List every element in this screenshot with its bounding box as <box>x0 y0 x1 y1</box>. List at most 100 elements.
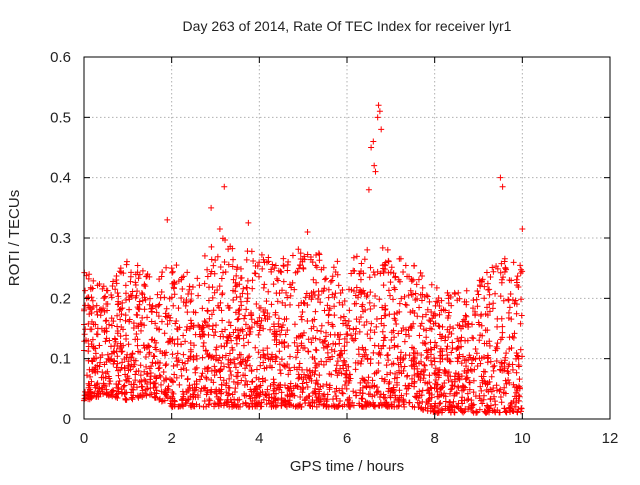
data-point <box>242 313 248 319</box>
data-point <box>244 332 250 338</box>
data-point <box>259 266 265 272</box>
data-point <box>298 314 304 320</box>
data-point <box>184 309 190 315</box>
data-point <box>185 376 191 382</box>
data-point <box>503 350 509 356</box>
data-point <box>109 322 115 328</box>
data-point <box>205 365 211 371</box>
data-point <box>432 358 438 364</box>
data-point <box>180 332 186 338</box>
data-point <box>159 319 165 325</box>
data-point <box>149 359 155 365</box>
data-point <box>519 313 525 319</box>
data-point <box>199 373 205 379</box>
data-point <box>241 316 247 322</box>
data-point <box>310 277 316 283</box>
data-point <box>171 372 177 378</box>
data-point <box>376 102 382 108</box>
data-point <box>518 296 524 302</box>
data-point <box>326 295 332 301</box>
data-point <box>253 271 259 277</box>
data-point <box>205 308 211 314</box>
data-point <box>126 307 132 313</box>
data-point <box>159 269 165 275</box>
data-point <box>422 363 428 369</box>
data-point <box>170 303 176 309</box>
data-point <box>346 318 352 324</box>
data-point <box>418 270 424 276</box>
data-point <box>305 349 311 355</box>
data-point <box>82 326 88 332</box>
data-point <box>416 305 422 311</box>
data-point <box>219 290 225 296</box>
data-point <box>342 371 348 377</box>
data-point <box>419 273 425 279</box>
data-point <box>234 341 240 347</box>
data-point <box>402 302 408 308</box>
data-point <box>495 340 501 346</box>
data-point <box>96 343 102 349</box>
data-point <box>132 372 138 378</box>
data-point <box>312 309 318 315</box>
data-point <box>110 387 116 393</box>
data-point <box>285 259 291 265</box>
data-point <box>209 256 215 262</box>
data-point <box>375 114 381 120</box>
data-point <box>506 310 512 316</box>
data-point <box>319 323 325 329</box>
x-tick-label: 12 <box>602 430 619 447</box>
data-point <box>171 363 177 369</box>
data-point <box>368 265 374 271</box>
data-point <box>470 335 476 341</box>
data-point <box>275 298 281 304</box>
data-point <box>306 336 312 342</box>
data-point <box>372 342 378 348</box>
data-point <box>384 352 390 358</box>
data-point <box>236 397 242 403</box>
data-point <box>261 281 267 287</box>
data-point <box>249 316 255 322</box>
chart-svg: 0 2 4 6 8 10 1200.10.20.30.40.50.6 Day 263 of … <box>0 0 640 480</box>
data-point <box>210 323 216 329</box>
data-point <box>290 253 296 259</box>
data-point <box>150 303 156 309</box>
data-point <box>176 382 182 388</box>
data-point <box>102 338 108 344</box>
data-point <box>416 332 422 338</box>
data-point <box>373 324 379 330</box>
data-point <box>511 259 517 265</box>
data-point <box>218 264 224 270</box>
data-point <box>208 244 214 250</box>
data-point <box>82 331 88 337</box>
data-point <box>164 217 170 223</box>
data-point <box>332 389 338 395</box>
data-point <box>505 296 511 302</box>
data-point <box>249 286 255 292</box>
data-point <box>364 331 370 337</box>
roti-chart: 0 2 4 6 8 10 12 0 0.1 0.2 0.3 0.4 0.5 0.6 Day 263 of … <box>0 0 640 480</box>
data-point <box>510 367 516 373</box>
data-point <box>469 335 475 341</box>
data-point <box>484 270 490 276</box>
data-point <box>215 254 221 260</box>
data-point <box>387 370 393 376</box>
data-point <box>329 277 335 283</box>
data-point <box>514 311 520 317</box>
data-point <box>244 298 250 304</box>
data-point <box>499 399 505 405</box>
data-point <box>462 338 468 344</box>
data-point <box>358 277 364 283</box>
data-point <box>203 374 209 380</box>
data-point <box>519 406 525 412</box>
data-point <box>358 361 364 367</box>
data-point <box>348 332 354 338</box>
data-point <box>455 345 461 351</box>
points-layer <box>81 102 525 416</box>
data-point <box>506 297 512 303</box>
data-point <box>140 268 146 274</box>
data-point <box>235 373 241 379</box>
data-point <box>107 378 113 384</box>
data-point <box>356 346 362 352</box>
data-point <box>489 264 495 270</box>
data-point <box>287 281 293 287</box>
